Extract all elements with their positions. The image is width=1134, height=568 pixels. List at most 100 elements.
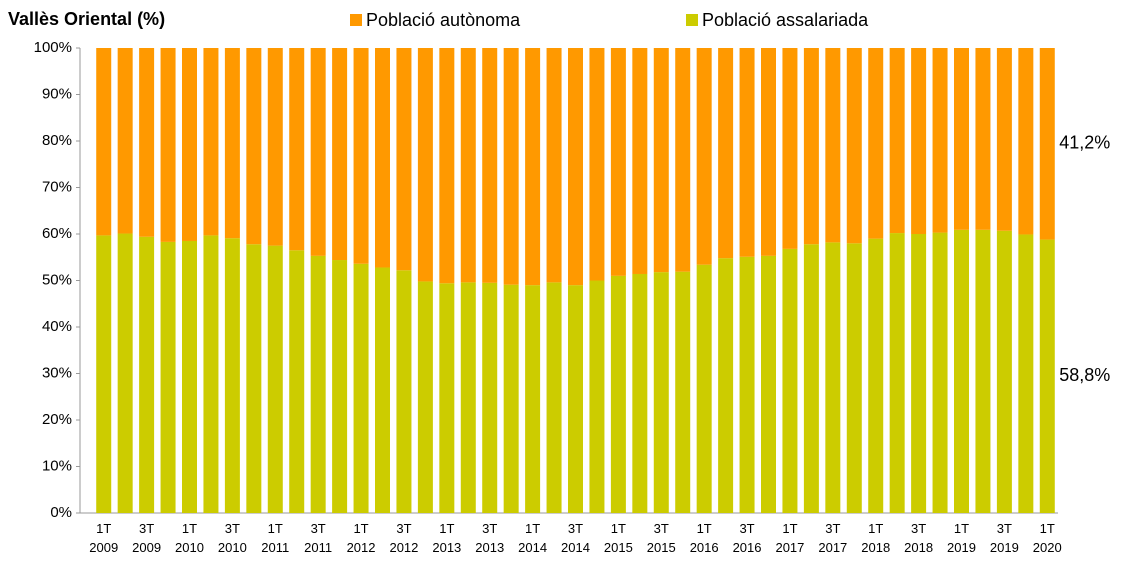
bar-segment	[653, 272, 669, 513]
bar-segment	[267, 245, 283, 513]
bar-segment	[653, 48, 669, 273]
y-tick-label: 70%	[42, 178, 72, 195]
bar-segment	[375, 48, 390, 268]
bar-segment	[996, 48, 1012, 231]
bar-segment	[396, 270, 412, 513]
bar-segment	[718, 258, 734, 513]
bar-segment	[954, 229, 969, 513]
bar-segment	[803, 244, 819, 514]
bar-segment	[632, 273, 648, 513]
y-tick-label: 60%	[42, 225, 72, 242]
bar-segment	[332, 48, 348, 261]
bar-segment	[375, 267, 390, 513]
bar-segment	[96, 48, 112, 236]
bar-segment	[911, 48, 927, 234]
x-tick-label: 3T 2010	[217, 521, 247, 555]
bar-segment	[761, 255, 776, 514]
bar-segment	[460, 282, 476, 513]
bar-segment	[439, 283, 455, 513]
bar-segment	[289, 48, 305, 251]
x-tick-label: 1T 2009	[89, 521, 119, 555]
x-tick-label: 3T 2012	[389, 521, 419, 555]
bar-segment	[696, 264, 712, 513]
bar-segment	[739, 256, 755, 513]
bar-segment	[889, 233, 905, 513]
bar-segment	[782, 48, 798, 249]
x-tick-label: 3T 2014	[561, 521, 590, 555]
x-tick-label: 3T 2013	[475, 521, 505, 555]
bar-segment	[482, 282, 498, 513]
bar-segment	[782, 248, 798, 513]
bar-segment	[246, 48, 262, 245]
x-tick-label: 3T 2019	[989, 521, 1019, 555]
legend-swatch	[350, 14, 362, 26]
bar-segment	[739, 48, 755, 257]
bar-segment	[224, 238, 240, 513]
x-tick-label: 1T 2013	[432, 521, 462, 555]
bar-segment	[761, 48, 776, 256]
bar-segment	[482, 48, 498, 283]
bar-segment	[589, 280, 605, 513]
bar-segment	[568, 285, 583, 513]
bar-segment	[825, 48, 841, 243]
bar-segment	[117, 233, 133, 513]
bar-segment	[803, 48, 819, 245]
bar-segment	[203, 48, 219, 236]
x-tick-label: 1T 2018	[861, 521, 891, 555]
x-tick-label: 1T 2014	[518, 521, 548, 555]
bar-segment	[932, 48, 948, 233]
bar-segment	[503, 48, 519, 285]
x-tick-label: 3T 2009	[132, 521, 162, 555]
bar-segment	[975, 48, 991, 230]
data-label: 41,2%	[1059, 133, 1110, 153]
bar-segment	[846, 243, 862, 514]
bar-segment	[224, 48, 240, 239]
bar-segment	[503, 284, 519, 513]
bar-segment	[825, 242, 841, 513]
x-tick-label: 1T 2016	[689, 521, 719, 555]
bar-segment	[696, 48, 712, 265]
x-tick-label: 3T 2011	[304, 521, 333, 555]
y-tick-label: 20%	[42, 411, 72, 428]
bar-segment	[975, 229, 991, 513]
bar-segment	[117, 48, 133, 234]
bar-segment	[868, 238, 884, 513]
bar-segment	[1018, 234, 1034, 513]
y-tick-label: 90%	[42, 85, 72, 102]
data-label: 58,8%	[1059, 365, 1110, 385]
bar-segment	[911, 234, 927, 513]
bar-segment	[182, 240, 197, 513]
bar-segment	[546, 282, 562, 513]
bar-segment	[610, 48, 626, 276]
bar-segment	[289, 250, 305, 513]
bar-segment	[439, 48, 455, 284]
bar-segment	[353, 48, 369, 264]
legend-label: Població autònoma	[366, 10, 521, 30]
x-tick-label: 3T 2018	[904, 521, 934, 555]
y-tick-label: 10%	[42, 457, 72, 474]
bar-segment	[589, 48, 605, 281]
y-tick-label: 40%	[42, 318, 72, 335]
bar-segment	[139, 236, 155, 514]
bar-segment	[568, 48, 583, 286]
x-tick-label: 3T 2017	[818, 521, 848, 555]
bar-segment	[1039, 48, 1055, 240]
y-tick-label: 30%	[42, 364, 72, 381]
bar-segment	[889, 48, 905, 234]
bar-segment	[868, 48, 884, 239]
bar-segment	[932, 232, 948, 514]
bar-segment	[718, 48, 734, 259]
legend-label: Població assalariada	[702, 10, 869, 30]
x-tick-label: 1T 2010	[175, 521, 204, 555]
bar-segment	[417, 48, 433, 282]
bar-segment	[675, 271, 691, 513]
bar-segment	[632, 48, 648, 274]
y-tick-label: 100%	[34, 39, 72, 56]
bar-segment	[460, 48, 476, 283]
bar-segment	[846, 48, 862, 244]
x-tick-label: 1T 2017	[775, 521, 805, 555]
bar-segment	[1039, 239, 1055, 513]
bar-segment	[417, 281, 433, 513]
bar-segment	[203, 235, 219, 513]
